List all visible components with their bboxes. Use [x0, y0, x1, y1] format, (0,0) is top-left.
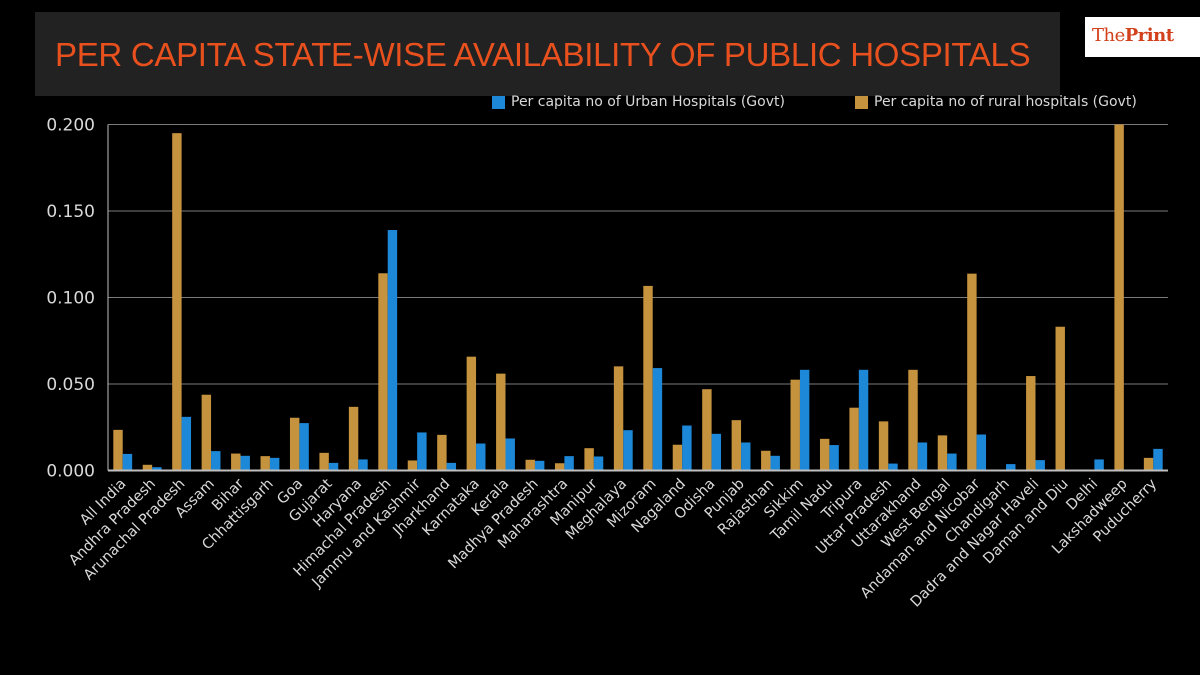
bar-urban	[505, 438, 515, 471]
bar-rural	[643, 285, 653, 471]
bar-urban	[1153, 448, 1163, 471]
bar-urban	[387, 230, 398, 471]
bar-urban	[534, 460, 545, 471]
bar-urban	[652, 368, 663, 471]
bar-rural	[937, 435, 948, 471]
bar-urban	[711, 433, 722, 471]
bar-rural	[672, 444, 683, 471]
bar-rural	[613, 366, 624, 471]
bar-urban	[299, 423, 309, 471]
bar-rural	[466, 356, 477, 471]
bar-rural	[348, 406, 359, 471]
bar-rural	[172, 133, 182, 471]
bar-rural	[908, 369, 918, 471]
bar-rural	[731, 420, 742, 471]
legend-item-urban: Per capita no of Urban Hospitals (Govt)	[492, 94, 785, 110]
bar-urban	[741, 442, 751, 471]
bar-rural	[584, 448, 594, 471]
bar-rural	[231, 453, 241, 471]
bar-rural	[378, 273, 388, 471]
bar-urban	[328, 462, 339, 471]
axes	[107, 124, 1168, 472]
bar-rural	[878, 421, 889, 471]
bar-rural	[1143, 457, 1154, 471]
logo-print: Print	[1124, 25, 1174, 46]
bar-urban	[122, 453, 133, 471]
legend-swatch-urban	[492, 95, 505, 109]
bar-urban	[770, 455, 780, 471]
logo-text: ThePrint	[1092, 25, 1174, 46]
bar-urban	[917, 442, 928, 471]
bar-urban	[211, 451, 221, 471]
bar-rural	[1114, 124, 1124, 471]
bar-rural	[790, 379, 800, 471]
bar-urban	[152, 467, 162, 471]
bar-urban	[1035, 460, 1045, 471]
y-tick-labels: 0.000 0.050 0.100 0.150 0.200	[46, 116, 95, 482]
bar-rural	[819, 438, 830, 471]
bar-urban	[446, 462, 457, 471]
bar-rural	[849, 407, 859, 471]
bar-rural	[967, 273, 977, 471]
y-tick-label: 0.000	[46, 462, 95, 482]
theprint-logo: ThePrint	[1085, 17, 1200, 57]
y-tick-label: 0.200	[46, 116, 95, 136]
bar-rural	[1026, 376, 1036, 471]
bar-rural	[702, 389, 712, 471]
bar-rural	[260, 456, 270, 471]
bar-rural	[496, 373, 506, 471]
bar-urban	[682, 425, 692, 471]
y-tick-label: 0.100	[46, 289, 95, 309]
logo-the: The	[1092, 25, 1125, 46]
bar-urban	[799, 369, 810, 471]
legend-label-urban: Per capita no of Urban Hospitals (Govt)	[511, 94, 785, 110]
bar-rural	[319, 452, 329, 471]
bar-urban	[593, 456, 604, 471]
title-banner: PER CAPITA STATE-WISE AVAILABILITY OF PU…	[35, 12, 1060, 96]
legend-swatch-rural	[855, 95, 868, 109]
bar-urban	[358, 459, 368, 471]
bar-urban	[564, 456, 574, 471]
bar-urban	[181, 416, 192, 471]
bar-urban	[623, 430, 633, 471]
bar-urban	[829, 445, 839, 471]
bar-rural	[113, 429, 123, 471]
y-tick-label: 0.050	[46, 375, 95, 395]
bar-rural	[525, 459, 535, 471]
bar-urban	[1094, 459, 1104, 471]
bars	[113, 124, 1163, 471]
legend-label-rural: Per capita no of rural hospitals (Govt)	[874, 94, 1137, 110]
bar-urban	[888, 463, 898, 471]
bar-urban	[269, 457, 280, 471]
bar-rural	[761, 450, 771, 471]
bar-urban	[476, 443, 486, 471]
legend-item-rural: Per capita no of rural hospitals (Govt)	[855, 94, 1137, 110]
bar-rural	[289, 417, 300, 471]
legend: Per capita no of Urban Hospitals (Govt) …	[0, 94, 1200, 116]
bar-rural	[407, 460, 418, 471]
bar-rural	[1055, 326, 1065, 471]
bar-urban	[858, 369, 869, 471]
bar-rural	[201, 394, 212, 471]
bar-urban	[976, 434, 987, 471]
y-tick-label: 0.150	[46, 202, 95, 222]
bar-urban	[417, 432, 427, 471]
bar-rural	[142, 464, 153, 471]
bar-rural	[554, 463, 565, 471]
gridlines	[108, 124, 1168, 385]
bar-urban	[1006, 464, 1016, 471]
chart-title: PER CAPITA STATE-WISE AVAILABILITY OF PU…	[55, 36, 1031, 73]
bar-rural	[437, 434, 447, 471]
bar-urban	[947, 453, 957, 471]
bar-urban	[240, 455, 250, 471]
